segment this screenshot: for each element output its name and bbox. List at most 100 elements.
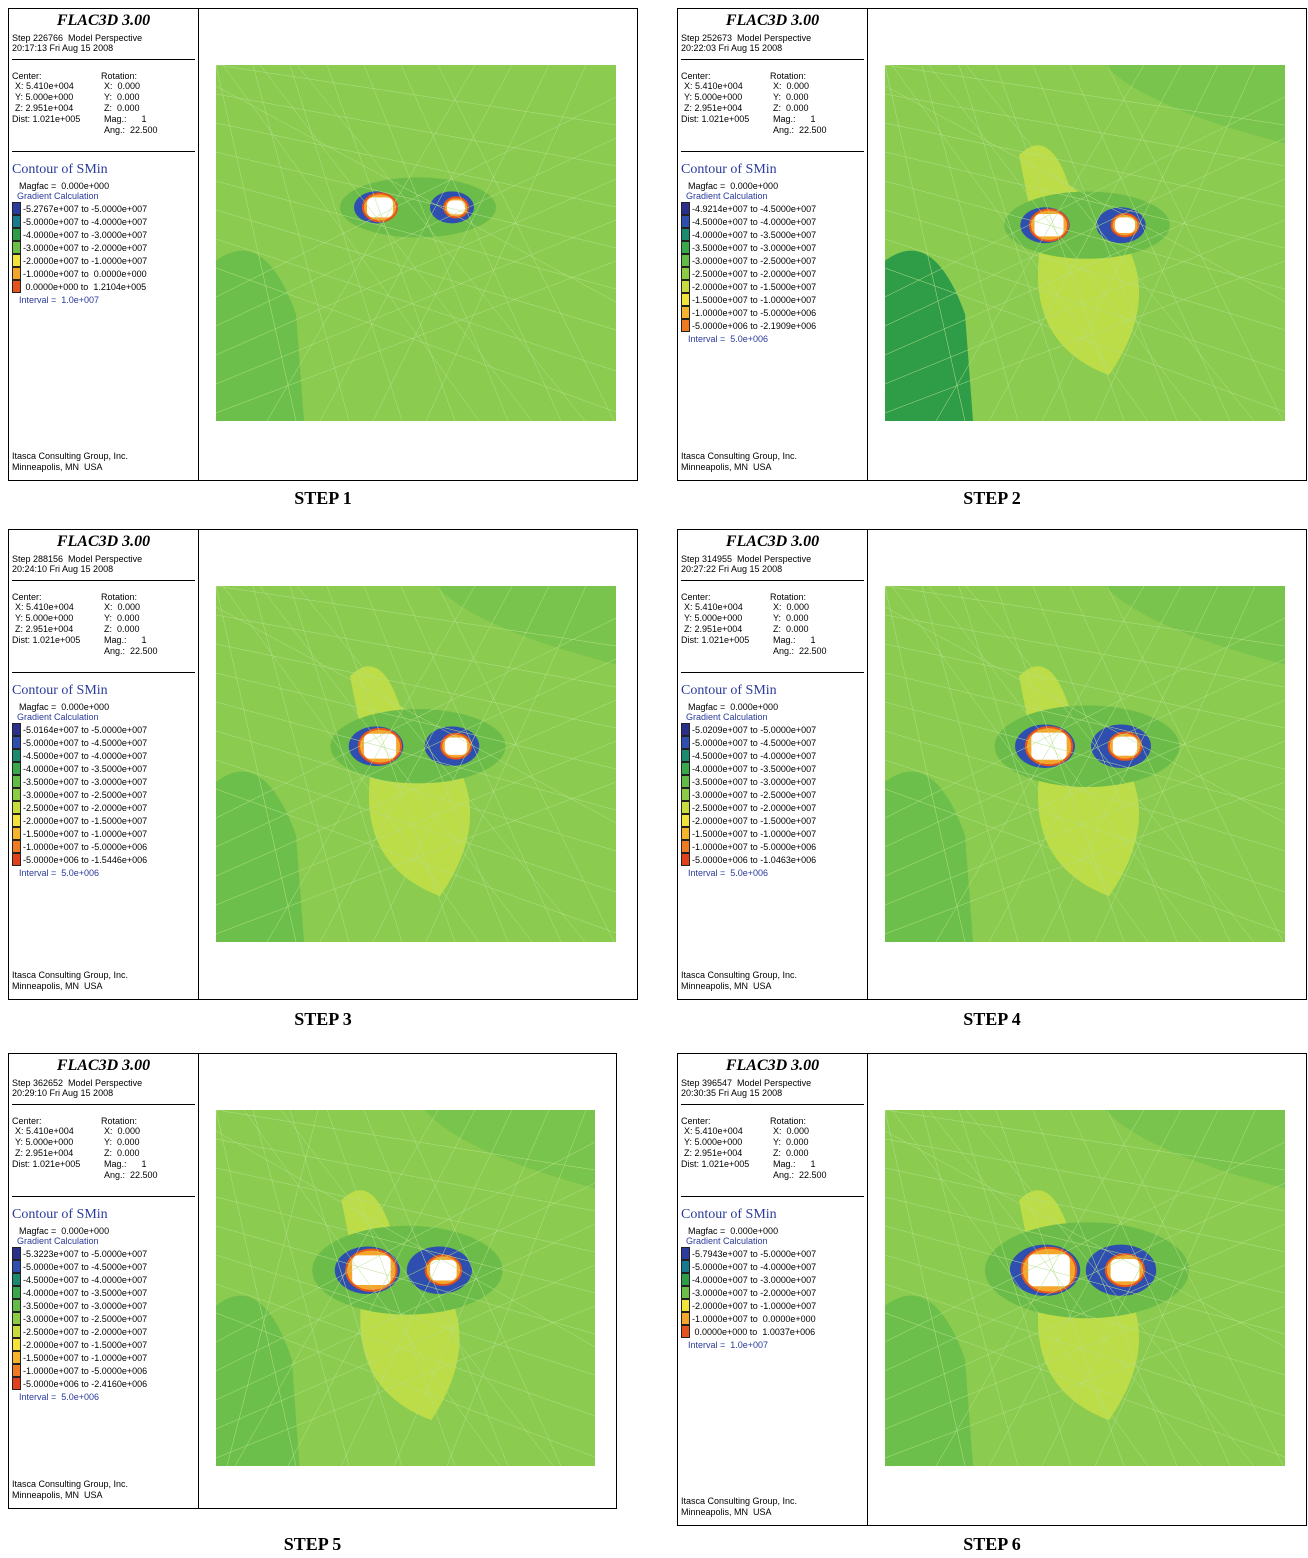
- center-label: Center:: [12, 592, 42, 602]
- rotation-value: Mag.: 1: [773, 635, 816, 645]
- legend-swatch: [681, 241, 690, 254]
- legend-entry: -3.0000e+007 to -2.5000e+007: [23, 1314, 147, 1324]
- legend-entry: -2.0000e+007 to -1.0000e+007: [692, 1301, 816, 1311]
- magfac: Magfac = 0.000e+000: [688, 702, 778, 712]
- legend-entry: -3.0000e+007 to -2.0000e+007: [692, 1288, 816, 1298]
- legend-swatch: [12, 254, 21, 267]
- tunnel: [1115, 217, 1135, 233]
- center-label: Center:: [12, 1116, 42, 1126]
- rotation-value: Y: 0.000: [773, 92, 809, 102]
- rotation-label: Rotation:: [101, 71, 137, 81]
- rotation-value: X: 0.000: [773, 81, 809, 91]
- plot-panel: FLAC3D 3.00 Step 362652 Model Perspective…: [8, 1053, 617, 1509]
- contour-plot: [216, 586, 616, 942]
- contour-title: Contour of SMin: [681, 163, 777, 177]
- legend-entry: -4.0000e+007 to -3.5000e+007: [23, 1288, 147, 1298]
- legend-swatch: [12, 801, 21, 814]
- legend-swatch: [12, 1338, 21, 1351]
- rotation-value: Mag.: 1: [104, 635, 147, 645]
- center-value: Dist: 1.021e+005: [12, 1159, 80, 1169]
- legend-entry: -5.0000e+007 to -4.5000e+007: [23, 1262, 147, 1272]
- software-title: FLAC3D 3.00: [9, 1057, 198, 1075]
- center-value: Y: 5.000e+000: [684, 92, 742, 102]
- legend-entry: -1.5000e+007 to -1.0000e+007: [23, 1353, 147, 1363]
- legend-swatch: [681, 228, 690, 241]
- legend-entry: -1.5000e+007 to -1.0000e+007: [692, 295, 816, 305]
- rotation-value: Z: 0.000: [104, 103, 140, 113]
- company: Itasca Consulting Group, Inc.: [12, 451, 128, 461]
- legend-entry: -2.0000e+007 to -1.5000e+007: [23, 1340, 147, 1350]
- legend-entry: -4.0000e+007 to -3.0000e+007: [692, 1275, 816, 1285]
- center-value: Z: 2.951e+004: [684, 624, 742, 634]
- rotation-value: Z: 0.000: [104, 624, 140, 634]
- step-line: Step 226766 Model Perspective: [12, 33, 142, 43]
- location: Minneapolis, MN USA: [681, 462, 772, 472]
- legend-entry: -2.5000e+007 to -2.0000e+007: [23, 1327, 147, 1337]
- center-value: Y: 5.000e+000: [15, 92, 73, 102]
- center-value: Y: 5.000e+000: [15, 1137, 73, 1147]
- time-line: 20:24:10 Fri Aug 15 2008: [12, 564, 113, 574]
- center-value: Y: 5.000e+000: [684, 613, 742, 623]
- legend-entry: -1.5000e+007 to -1.0000e+007: [692, 829, 816, 839]
- step-line: Step 362652 Model Perspective: [12, 1078, 142, 1088]
- legend-entry: -1.0000e+007 to -5.0000e+006: [692, 842, 816, 852]
- legend-swatch: [12, 1351, 21, 1364]
- legend-entry: -5.0000e+006 to -2.4160e+006: [23, 1379, 147, 1389]
- plot-panel: FLAC3D 3.00Step 226766 Model Perspective…: [8, 8, 638, 481]
- legend-entry: -1.0000e+007 to 0.0000e+000: [23, 269, 147, 279]
- legend-swatch: [12, 1260, 21, 1273]
- sidebar: FLAC3D 3.00Step 226766 Model Perspective…: [9, 9, 199, 480]
- legend-entry: -2.0000e+007 to -1.0000e+007: [23, 256, 147, 266]
- legend-swatch: [681, 1325, 690, 1338]
- legend-entry: -5.0000e+007 to -4.5000e+007: [692, 738, 816, 748]
- legend-entry: -3.0000e+007 to -2.5000e+007: [23, 790, 147, 800]
- divider: [12, 1104, 195, 1105]
- legend-swatch: [681, 775, 690, 788]
- center-value: Dist: 1.021e+005: [681, 635, 749, 645]
- legend-entry: 0.0000e+000 to 1.2104e+005: [23, 282, 146, 292]
- contour-plot: [216, 65, 616, 421]
- rotation-value: Z: 0.000: [773, 624, 809, 634]
- tunnel: [367, 197, 393, 217]
- legend-swatch: [12, 228, 21, 241]
- legend-swatch: [681, 319, 690, 332]
- legend-entry: -5.7943e+007 to -5.0000e+007: [692, 1249, 816, 1259]
- gradient-label: Gradient Calculation: [686, 1236, 768, 1246]
- time-line: 20:27:22 Fri Aug 15 2008: [681, 564, 782, 574]
- sidebar: FLAC3D 3.00Step 396547 Model Perspective…: [678, 1054, 868, 1525]
- legend-entry: -4.0000e+007 to -3.0000e+007: [23, 230, 147, 240]
- step-caption: STEP 5: [8, 1534, 617, 1555]
- center-value: Z: 2.951e+004: [684, 103, 742, 113]
- legend-entry: -2.0000e+007 to -1.5000e+007: [692, 282, 816, 292]
- center-value: X: 5.410e+004: [15, 81, 74, 91]
- divider: [681, 59, 864, 60]
- rotation-value: Ang.: 22.500: [104, 646, 158, 656]
- rotation-value: Z: 0.000: [773, 1148, 809, 1158]
- legend-swatch: [12, 1312, 21, 1325]
- legend-swatch: [681, 1273, 690, 1286]
- center-label: Center:: [681, 592, 711, 602]
- divider: [681, 1104, 864, 1105]
- rotation-label: Rotation:: [101, 592, 137, 602]
- legend-entry: -4.0000e+007 to -3.5000e+007: [23, 764, 147, 774]
- legend-entry: -3.0000e+007 to -2.5000e+007: [692, 256, 816, 266]
- time-line: 20:29:10 Fri Aug 15 2008: [12, 1088, 113, 1098]
- center-value: Z: 2.951e+004: [15, 1148, 73, 1158]
- center-value: Dist: 1.021e+005: [681, 114, 749, 124]
- center-value: X: 5.410e+004: [684, 602, 743, 612]
- legend-swatch: [681, 853, 690, 866]
- legend-swatch: [681, 1260, 690, 1273]
- legend-swatch: [681, 280, 690, 293]
- legend-swatch: [681, 293, 690, 306]
- figure: FLAC3D 3.00 Step 226766 Model Perspective…: [0, 0, 1308, 1558]
- rotation-value: Mag.: 1: [773, 1159, 816, 1169]
- legend-entry: -3.5000e+007 to -3.0000e+007: [23, 1301, 147, 1311]
- step-line: Step 314955 Model Perspective: [681, 554, 811, 564]
- center-value: X: 5.410e+004: [684, 81, 743, 91]
- contour-plot: [216, 1110, 595, 1466]
- plot-panel: FLAC3D 3.00Step 396547 Model Perspective…: [677, 1053, 1307, 1526]
- legend-entry: -4.5000e+007 to -4.0000e+007: [692, 751, 816, 761]
- legend-swatch: [12, 775, 21, 788]
- legend-swatch: [681, 1247, 690, 1260]
